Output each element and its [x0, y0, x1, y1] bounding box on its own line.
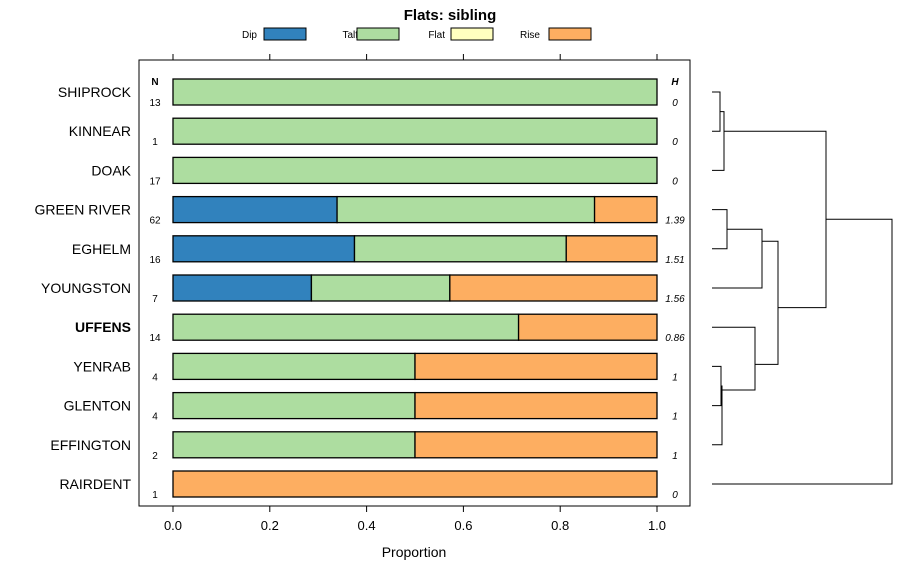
- h-value-green-river: 1.39: [665, 216, 685, 227]
- n-value-kinnear: 1: [152, 137, 158, 148]
- dendrogram-branch-9: [712, 218, 893, 485]
- row-label-rairdent: RAIRDENT: [59, 476, 131, 492]
- tick-label-0-4: 0.4: [358, 518, 376, 533]
- tick-label-0-8: 0.8: [551, 518, 569, 533]
- row-label-doak: DOAK: [91, 162, 131, 178]
- bar-eghelm-talf: [353, 235, 567, 263]
- n-value-uffens: 14: [149, 333, 161, 344]
- n-value-doak: 17: [149, 176, 161, 187]
- tick-label-0-2: 0.2: [261, 518, 279, 533]
- legend-swatch-rise: [548, 27, 592, 41]
- dendrogram-branch-3: [712, 228, 763, 289]
- dendrogram-branch-2: [712, 209, 728, 250]
- bar-uffens-talf: [172, 313, 520, 341]
- legend-label-dip: Dip: [242, 30, 257, 41]
- n-value-green-river: 62: [149, 216, 161, 227]
- row-label-uffens: UFFENS: [75, 319, 131, 335]
- n-value-effington: 2: [152, 451, 158, 462]
- x-axis-label: Proportion: [382, 544, 447, 560]
- row-label-kinnear: KINNEAR: [69, 123, 131, 139]
- legend-swatch-talf: [356, 27, 400, 41]
- dendrogram-branch-5: [712, 385, 723, 446]
- row-label-yenrab: YENRAB: [73, 358, 131, 374]
- bar-effington-rise: [414, 431, 658, 459]
- h-value-glenton: 1: [672, 412, 678, 423]
- bar-youngston-talf: [310, 274, 451, 302]
- dendrogram-branch-6: [712, 326, 756, 391]
- bar-green-river-talf: [336, 195, 596, 224]
- bar-kinnear-talf: [172, 117, 658, 145]
- tick-label-0-0: 0.0: [164, 518, 182, 533]
- h-value-rairdent: 0: [672, 490, 678, 501]
- h-value-uffens: 0.86: [665, 333, 685, 344]
- n-value-shiprock: 13: [149, 98, 161, 109]
- tick-label-1-0: 1.0: [648, 518, 666, 533]
- n-value-eghelm: 16: [149, 255, 161, 266]
- h-header: H: [671, 77, 679, 88]
- h-value-doak: 0: [672, 176, 678, 187]
- bar-youngston-dip: [172, 274, 313, 302]
- legend-label-flat: Flat: [428, 30, 445, 41]
- legend-swatch-flat: [450, 27, 494, 41]
- legend: Dip Talf Flat Rise: [242, 27, 592, 41]
- bar-eghelm-rise: [565, 235, 658, 263]
- row-label-green-river: GREEN RIVER: [35, 202, 131, 218]
- h-value-eghelm: 1.51: [665, 255, 684, 266]
- bar-green-river-dip: [172, 195, 338, 224]
- dendrogram-branch-8: [724, 130, 827, 309]
- dendrogram-branch-7: [755, 240, 779, 365]
- plot-frame: [138, 59, 691, 507]
- dendrogram: [712, 91, 893, 485]
- h-value-kinnear: 0: [672, 137, 678, 148]
- bar-glenton-rise: [414, 391, 658, 420]
- bar-youngston-rise: [449, 274, 658, 302]
- legend-label-talf: Talf: [342, 30, 358, 41]
- h-value-youngston: 1.56: [665, 294, 685, 305]
- dendrogram-branch-1: [712, 111, 725, 171]
- row-label-effington: EFFINGTON: [50, 437, 131, 453]
- row-label-eghelm: EGHELM: [72, 241, 131, 257]
- bar-yenrab-rise: [414, 352, 658, 381]
- n-header: N: [151, 77, 158, 88]
- bar-effington-talf: [172, 431, 416, 459]
- legend-swatch-dip: [263, 27, 307, 41]
- bar-shiprock-talf: [172, 78, 658, 106]
- h-value-yenrab: 1: [672, 372, 678, 383]
- bar-eghelm-dip: [172, 235, 356, 263]
- dendrogram-branch-4: [712, 365, 722, 407]
- row-label-youngston: YOUNGSTON: [41, 280, 131, 296]
- row-label-glenton: GLENTON: [64, 398, 131, 414]
- bar-yenrab-talf: [172, 352, 416, 381]
- tick-label-0-6: 0.6: [454, 518, 472, 533]
- dendrogram-branch-0: [712, 91, 721, 132]
- legend-label-rise: Rise: [520, 30, 540, 41]
- x-axis: 0.0 0.2 0.4 0.6 0.8 1.0: [164, 54, 666, 533]
- n-value-yenrab: 4: [152, 372, 158, 383]
- chart-title: Flats: sibling: [404, 7, 497, 24]
- bar-rairdent-rise: [172, 470, 658, 498]
- bar-glenton-talf: [172, 391, 416, 420]
- n-value-glenton: 4: [152, 412, 158, 423]
- bar-uffens-rise: [517, 313, 658, 341]
- n-value-youngston: 7: [152, 294, 158, 305]
- row-label-shiprock: SHIPROCK: [58, 84, 132, 100]
- n-value-rairdent: 1: [152, 490, 158, 501]
- bar-doak-talf: [172, 156, 658, 185]
- h-value-shiprock: 0: [672, 98, 678, 109]
- h-value-effington: 1: [672, 451, 678, 462]
- bar-green-river-rise: [593, 195, 658, 224]
